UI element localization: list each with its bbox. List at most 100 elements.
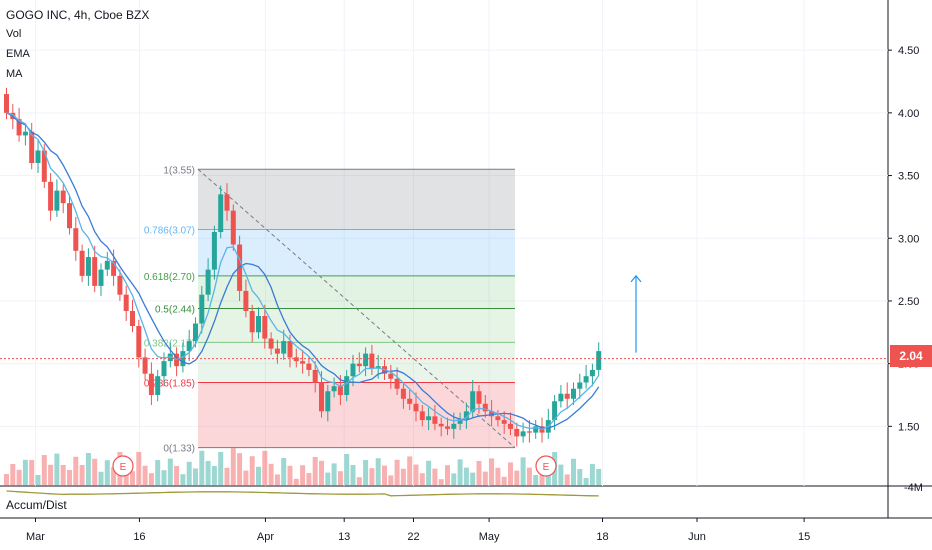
price-axis[interactable]: 4.504.003.503.002.502.001.50	[888, 45, 919, 433]
candle-body	[117, 275, 123, 295]
accum-dist-label[interactable]: Accum/Dist	[6, 498, 67, 512]
volume-bar	[243, 470, 249, 486]
volume-bar	[293, 478, 299, 486]
candle-body	[199, 294, 205, 324]
candle-body	[577, 382, 583, 389]
volume-bar	[325, 472, 331, 486]
volume-bar	[161, 470, 167, 486]
volume-bar	[337, 471, 343, 486]
volume-bar	[193, 468, 198, 486]
volume-bar	[533, 475, 539, 486]
time-tick-label: Apr	[257, 531, 274, 543]
candle-body	[130, 310, 135, 327]
candle-body	[413, 403, 419, 412]
candle-body	[281, 341, 287, 354]
volume-bar	[356, 477, 362, 486]
candle-body	[155, 376, 161, 395]
candle-body	[369, 353, 375, 369]
fib-trend-line	[197, 168, 516, 449]
candle-body	[438, 423, 444, 427]
legend-indicator-ma[interactable]: MA	[6, 68, 23, 80]
volume-bar	[199, 450, 205, 486]
fib-zone	[198, 275, 515, 309]
candle-body	[495, 416, 501, 421]
fib-level-label: 0.236(1.85)	[144, 378, 195, 389]
arrow-head	[630, 274, 642, 283]
volume-bar	[476, 461, 482, 486]
candle-body	[300, 361, 306, 364]
legend-title: GOGO INC, 4h, Cboe BZX	[6, 8, 150, 22]
candle-body	[136, 326, 142, 358]
candle-body	[249, 310, 255, 333]
volume-bar	[67, 470, 72, 486]
volume-bar	[85, 453, 91, 486]
candle-body	[268, 338, 274, 349]
candle-body	[363, 353, 369, 367]
candle-body	[16, 119, 22, 136]
price-tick-label: 1.50	[898, 421, 919, 433]
volume-bar	[29, 460, 35, 486]
legend-indicator-ema[interactable]: EMA	[6, 48, 30, 60]
candle-body	[394, 378, 400, 389]
volume-bar	[92, 458, 98, 486]
earnings-marker	[112, 455, 134, 477]
candle-body	[388, 373, 394, 379]
price-tick-label: 2.50	[898, 296, 919, 308]
candle-body	[520, 431, 526, 437]
candle-body	[350, 363, 356, 377]
candle-body	[73, 228, 79, 251]
candle-body	[180, 351, 186, 367]
volume-bar	[287, 465, 293, 486]
candle-body	[67, 203, 72, 229]
time-tick-label: May	[479, 531, 500, 543]
volume-bar	[369, 468, 375, 486]
candle-body	[142, 357, 148, 374]
fib-retracement[interactable]: 1(3.55) 0.786(3.07) 0.618(2.70) 0.5(2.44) 0.…	[144, 165, 516, 455]
volume-bar	[350, 465, 356, 486]
moving-averages	[6, 112, 600, 430]
candle-body	[35, 150, 41, 164]
volume-bar	[400, 468, 406, 486]
volume-bar	[268, 463, 274, 486]
volume-bar	[98, 471, 104, 486]
fib-level-label: 0.5(2.44)	[155, 304, 195, 315]
volume-bar	[514, 470, 520, 486]
volume-bar	[186, 461, 192, 486]
volume-bar	[249, 456, 255, 486]
candle-body	[558, 393, 564, 402]
legend-indicator-vol[interactable]: Vol	[6, 28, 22, 40]
accum-dist-line	[6, 490, 599, 497]
volume-bar	[16, 469, 22, 486]
fib-level-label: 0.618(2.70)	[144, 272, 195, 283]
volume-bar	[571, 458, 576, 486]
volume-bar	[73, 456, 79, 486]
volume-bars	[4, 448, 602, 486]
volume-bar	[407, 456, 413, 486]
candle-body	[552, 401, 558, 421]
candle-body	[211, 231, 217, 270]
candle-body	[501, 420, 507, 424]
volume-bar	[41, 455, 47, 486]
volume-bar	[148, 473, 154, 486]
volume-bar	[10, 464, 16, 486]
price-tag: 2.04	[890, 345, 932, 367]
candle-body	[186, 341, 192, 352]
candle-body	[287, 341, 293, 358]
candle-body	[306, 363, 312, 370]
earnings-marker-label: E	[543, 462, 550, 473]
volume-bar	[48, 464, 54, 486]
volume-bar	[463, 467, 469, 486]
candle-body	[22, 131, 28, 136]
earnings-marker-label: E	[120, 462, 127, 473]
volume-bar	[394, 459, 400, 486]
candle-body	[533, 426, 539, 433]
candle-body	[111, 260, 117, 276]
time-axis[interactable]: Mar 16 Apr 13 22 May 18 Jun 15	[26, 518, 810, 543]
volume-bar	[22, 459, 28, 486]
volume-bar	[495, 467, 501, 486]
candle-body	[476, 391, 482, 404]
volume-bar	[413, 464, 419, 486]
fib-zone	[198, 229, 515, 276]
